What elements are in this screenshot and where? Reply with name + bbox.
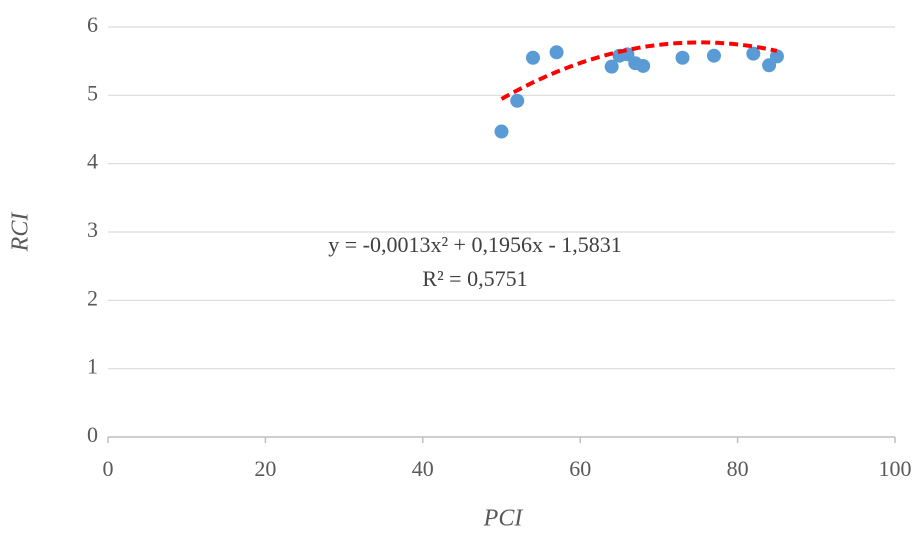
data-point: [746, 46, 761, 61]
trendline-r-squared: R² = 0,5751: [422, 266, 527, 291]
y-tick-label: 0: [87, 422, 98, 447]
x-tick-label: 0: [103, 456, 114, 481]
x-tick-label: 20: [254, 456, 276, 481]
data-point: [675, 50, 690, 65]
data-point: [706, 48, 721, 63]
y-tick-label: 6: [87, 12, 98, 37]
data-point: [549, 45, 564, 60]
data-point: [604, 59, 619, 74]
x-axis-title: PCI: [483, 506, 524, 532]
x-tick-label: 60: [569, 456, 591, 481]
data-point: [510, 93, 525, 108]
y-tick-label: 4: [87, 149, 98, 174]
x-tick-label: 40: [412, 456, 434, 481]
trendline-equation: y = -0,0013x² + 0,1956x - 1,5831: [328, 232, 622, 257]
y-tick-label: 1: [87, 354, 98, 379]
x-tick-label: 100: [879, 456, 912, 481]
data-point: [769, 49, 784, 64]
trendline: [500, 40, 778, 101]
data-point: [494, 124, 509, 139]
x-tick-label: 80: [727, 456, 749, 481]
data-point: [636, 58, 651, 73]
y-tick-label: 2: [87, 285, 98, 310]
y-axis-title: RCI: [8, 212, 34, 253]
y-tick-label: 5: [87, 80, 98, 105]
y-tick-label: 3: [87, 217, 98, 242]
data-point: [525, 50, 540, 65]
